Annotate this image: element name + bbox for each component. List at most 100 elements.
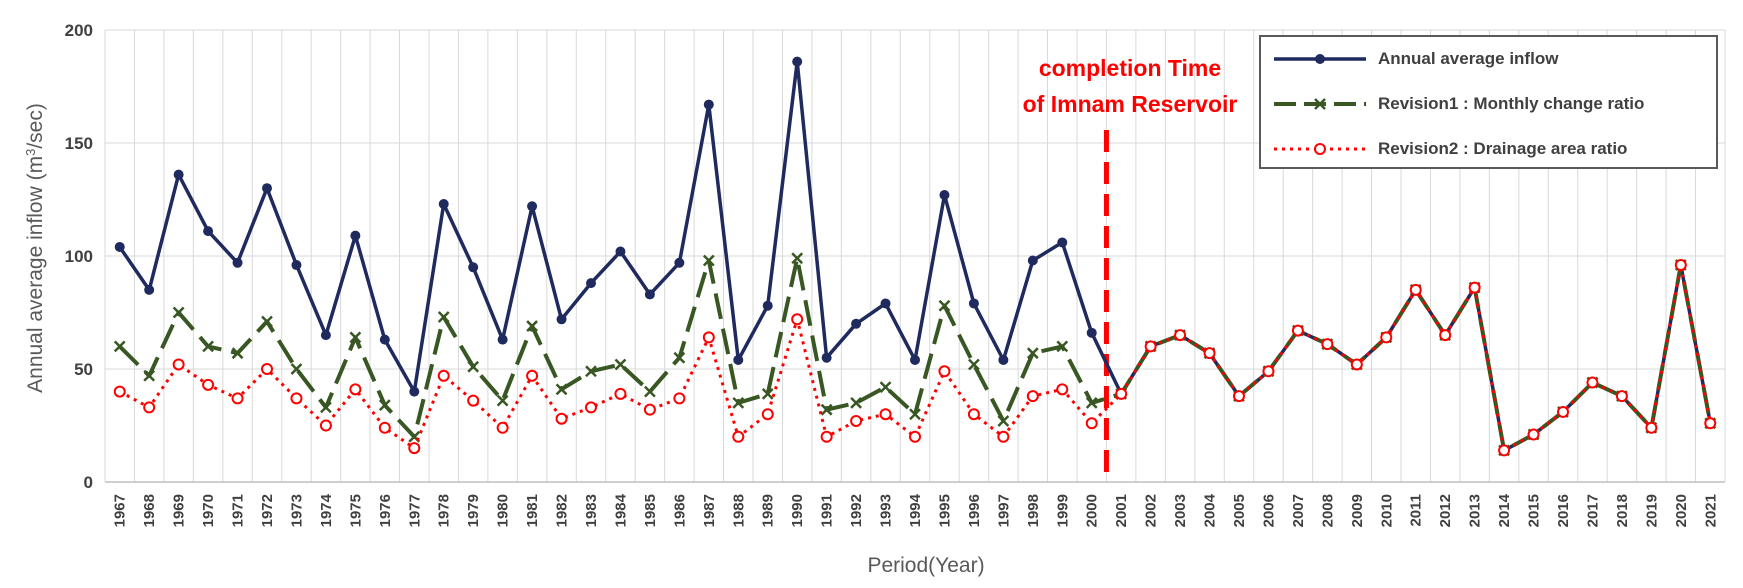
data-point [173, 169, 184, 180]
y-axis-ticks: 0 50 100 150 200 [65, 21, 93, 492]
data-point [438, 199, 449, 210]
data-point [409, 386, 420, 397]
data-point [997, 430, 1010, 443]
x-tick-label: 2014 [1496, 493, 1513, 527]
x-tick-label: 1990 [789, 494, 806, 527]
x-tick-label: 2010 [1378, 494, 1395, 527]
data-point [231, 392, 244, 405]
data-point [319, 419, 332, 432]
data-point [673, 351, 686, 364]
data-point [614, 387, 627, 400]
data-point [1056, 383, 1069, 396]
x-tick-label: 1993 [878, 494, 895, 527]
data-point [792, 56, 803, 67]
data-point [1498, 444, 1511, 457]
data-point [378, 399, 391, 412]
x-tick-label: 2020 [1673, 494, 1690, 527]
x-tick-label: 2018 [1614, 494, 1631, 527]
data-point [291, 260, 302, 271]
y-tick-label: 0 [84, 473, 93, 492]
grid-lines [104, 29, 1726, 483]
data-point [556, 314, 567, 325]
data-point [673, 392, 686, 405]
data-point [761, 408, 774, 421]
data-point [644, 289, 655, 300]
data-point [290, 392, 303, 405]
legend-label-annual: Annual average inflow [1378, 49, 1559, 68]
data-point [761, 387, 774, 400]
data-point [408, 442, 421, 455]
x-tick-label: 1984 [612, 493, 629, 527]
data-point [821, 352, 832, 363]
x-tick-label: 2015 [1526, 494, 1543, 527]
x-tick-label: 1999 [1054, 494, 1071, 527]
legend: Annual average inflow Revision1 : Monthl… [1259, 35, 1718, 169]
data-point [732, 397, 745, 409]
data-point [231, 347, 244, 360]
data-point [378, 421, 391, 434]
data-point [496, 394, 509, 407]
legend-label-revision2: Revision2 : Drainage area ratio [1378, 139, 1627, 158]
data-point [998, 354, 1009, 365]
data-point [261, 363, 273, 375]
x-tick-label: 1971 [230, 494, 247, 527]
data-point [762, 300, 773, 311]
x-tick-label: 2000 [1084, 494, 1101, 527]
data-point [1615, 390, 1628, 403]
data-point [703, 99, 714, 110]
data-point [850, 414, 863, 427]
data-point [467, 360, 480, 373]
data-point [967, 408, 980, 421]
data-point [379, 334, 390, 345]
x-tick-label: 1995 [936, 494, 953, 527]
x-tick-label: 1979 [465, 494, 482, 527]
x-tick-label: 1981 [524, 494, 541, 527]
data-point [172, 358, 185, 371]
x-tick-label: 1976 [377, 494, 394, 527]
data-point [202, 378, 215, 391]
data-point [1056, 340, 1069, 353]
data-point [144, 284, 155, 295]
data-point [468, 262, 479, 273]
data-point [615, 246, 626, 257]
data-point [851, 318, 862, 329]
x-tick-label: 1996 [966, 494, 983, 527]
data-point [320, 401, 332, 414]
data-point [232, 257, 243, 268]
legend-label-revision1: Revision1 : Monthly change ratio [1378, 94, 1644, 113]
x-tick-label: 2008 [1319, 494, 1336, 527]
legend-swatch-marker [1314, 98, 1326, 110]
x-tick-label: 1967 [112, 494, 129, 527]
x-tick-label: 2005 [1231, 494, 1248, 527]
x-tick-label: 2009 [1349, 494, 1366, 527]
data-point [1203, 347, 1216, 360]
x-tick-label: 1983 [583, 494, 600, 527]
data-point [1085, 417, 1098, 430]
data-point [437, 311, 450, 323]
data-point [1233, 390, 1245, 403]
data-point [320, 330, 331, 341]
data-point [497, 334, 508, 345]
data-point [879, 408, 892, 421]
data-point [674, 257, 685, 268]
data-point [820, 403, 833, 416]
data-point [1026, 347, 1039, 360]
x-axis-ticks: 1967 1968 1969 1970 1971 1972 1973 1974 1975 1976… [112, 493, 1720, 527]
data-point [143, 401, 156, 414]
x-tick-label: 2007 [1290, 494, 1307, 527]
y-tick-label: 200 [65, 21, 93, 40]
data-point [909, 408, 921, 421]
data-point [614, 358, 627, 371]
data-point [968, 358, 980, 371]
data-point [820, 430, 833, 443]
x-tick-label: 1980 [495, 494, 512, 527]
x-axis-title: Period(Year) [867, 554, 984, 577]
data-point [1350, 358, 1363, 371]
x-tick-label: 1989 [760, 494, 777, 527]
data-point [1115, 387, 1128, 400]
x-tick-label: 2016 [1555, 494, 1572, 527]
data-point [910, 354, 920, 365]
data-point [585, 401, 597, 414]
data-point [203, 226, 214, 237]
